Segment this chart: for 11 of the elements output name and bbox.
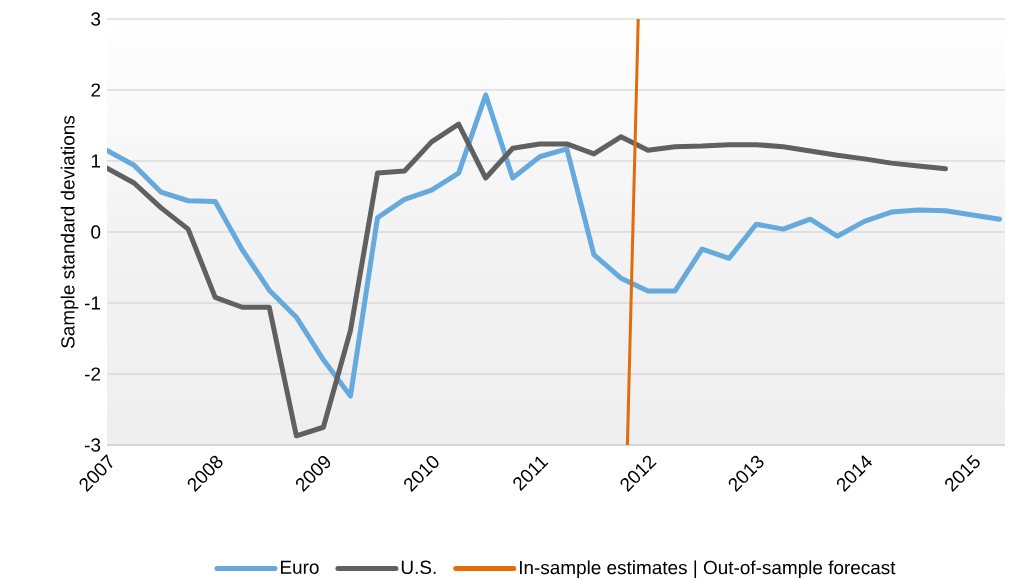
legend-label: Euro xyxy=(281,560,319,574)
y-tick-label: -2 xyxy=(85,367,101,381)
y-axis-title: Sample standard deviations xyxy=(60,115,79,348)
y-tick-label: -1 xyxy=(85,296,101,310)
y-tick-label: 3 xyxy=(91,12,101,26)
legend-label: U.S. xyxy=(401,560,436,575)
y-tick-label: 2 xyxy=(91,83,101,97)
legend-label: In-sample estimates | Out-of-sample forecast xyxy=(519,560,896,579)
y-tick-label: 1 xyxy=(91,154,101,168)
y-tick-label: 0 xyxy=(91,225,101,239)
y-tick-label: -3 xyxy=(85,438,101,452)
